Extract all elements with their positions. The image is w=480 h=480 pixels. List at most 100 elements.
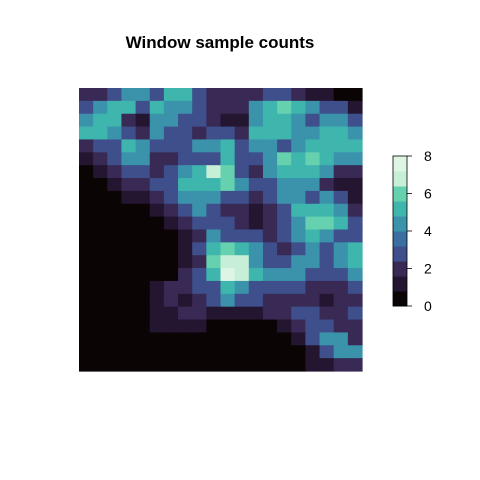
heatmap-cell bbox=[178, 255, 193, 269]
heatmap-cell bbox=[206, 152, 222, 166]
heatmap-cell bbox=[333, 306, 349, 321]
heatmap-cell bbox=[121, 139, 137, 153]
heatmap-cell bbox=[178, 203, 193, 218]
colorbar-swatch bbox=[393, 231, 407, 247]
heatmap-cell bbox=[347, 190, 363, 205]
heatmap-cell bbox=[192, 345, 207, 359]
heatmap-cell bbox=[79, 178, 94, 192]
heatmap-cell bbox=[248, 306, 264, 321]
heatmap-cell bbox=[333, 126, 349, 141]
heatmap-cell bbox=[178, 332, 193, 346]
heatmap-cell bbox=[178, 152, 193, 166]
heatmap-cell bbox=[277, 345, 292, 359]
heatmap-cell bbox=[248, 139, 264, 153]
heatmap-cell bbox=[319, 229, 335, 243]
heatmap-cell bbox=[107, 165, 123, 179]
heatmap-cell bbox=[305, 216, 321, 231]
heatmap-cell bbox=[79, 152, 94, 166]
heatmap-cell bbox=[262, 190, 278, 205]
heatmap-cell bbox=[220, 100, 236, 115]
heatmap-cell bbox=[319, 139, 335, 153]
heatmap-cell bbox=[107, 216, 123, 231]
heatmap-cell bbox=[206, 332, 222, 346]
heatmap-cell bbox=[206, 190, 222, 205]
heatmap-cell bbox=[79, 216, 94, 231]
heatmap-cell bbox=[192, 242, 207, 256]
heatmap-cell bbox=[291, 306, 306, 321]
heatmap-cell bbox=[192, 190, 207, 205]
heatmap-cell bbox=[248, 178, 264, 192]
heatmap-cell bbox=[291, 332, 306, 346]
heatmap-cell bbox=[149, 190, 165, 205]
heatmap-cell bbox=[163, 126, 179, 141]
heatmap-cell bbox=[248, 100, 264, 115]
heatmap-cell bbox=[319, 190, 335, 205]
heatmap-cell bbox=[262, 293, 278, 308]
heatmap-cell bbox=[107, 255, 123, 269]
colorbar-swatch bbox=[393, 216, 407, 232]
heatmap-cell bbox=[319, 345, 335, 359]
heatmap-cell bbox=[206, 88, 222, 102]
heatmap-cell bbox=[347, 178, 363, 192]
heatmap-cell bbox=[135, 319, 151, 334]
heatmap-cell bbox=[220, 332, 236, 346]
heatmap-cell bbox=[178, 190, 193, 205]
heatmap-cell bbox=[135, 165, 151, 179]
heatmap-cell bbox=[291, 113, 306, 128]
heatmap-cell bbox=[262, 178, 278, 192]
heatmap-cell bbox=[149, 165, 165, 179]
heatmap-cell bbox=[248, 242, 264, 256]
heatmap-cell bbox=[121, 88, 137, 102]
colorbar-swatch bbox=[393, 171, 407, 187]
heatmap-cell bbox=[319, 306, 335, 321]
heatmap-cell bbox=[79, 126, 94, 141]
heatmap-cell bbox=[305, 190, 321, 205]
heatmap-cell bbox=[135, 306, 151, 321]
heatmap-cell bbox=[305, 126, 321, 141]
heatmap-cell bbox=[135, 203, 151, 218]
heatmap-cell bbox=[319, 280, 335, 295]
heatmap-cell bbox=[347, 165, 363, 179]
heatmap-cell bbox=[93, 229, 108, 243]
colorbar-swatch bbox=[393, 201, 407, 217]
colorbar-tick-label: 2 bbox=[424, 261, 432, 277]
heatmap-cell bbox=[248, 255, 264, 269]
heatmap-cell bbox=[121, 332, 137, 346]
heatmap-cell bbox=[347, 358, 363, 372]
heatmap-cell bbox=[277, 358, 292, 372]
heatmap-grid bbox=[79, 88, 363, 372]
heatmap-cell bbox=[163, 190, 179, 205]
heatmap-cell bbox=[206, 280, 222, 295]
heatmap-cell bbox=[277, 139, 292, 153]
heatmap-cell bbox=[262, 242, 278, 256]
heatmap-cell bbox=[319, 268, 335, 282]
heatmap-cell bbox=[93, 152, 108, 166]
heatmap-cell bbox=[291, 358, 306, 372]
heatmap-cell bbox=[107, 345, 123, 359]
heatmap-cell bbox=[163, 358, 179, 372]
heatmap-cell bbox=[178, 100, 193, 115]
heatmap-cell bbox=[333, 203, 349, 218]
heatmap-cell bbox=[135, 358, 151, 372]
heatmap-cell bbox=[163, 100, 179, 115]
heatmap-cell bbox=[305, 293, 321, 308]
heatmap-cell bbox=[234, 268, 250, 282]
heatmap-cell bbox=[248, 126, 264, 141]
heatmap-cell bbox=[262, 165, 278, 179]
heatmap-cell bbox=[206, 255, 222, 269]
heatmap-cell bbox=[192, 100, 207, 115]
heatmap-cell bbox=[79, 345, 94, 359]
heatmap-cell bbox=[248, 358, 264, 372]
heatmap-cell bbox=[262, 268, 278, 282]
heatmap-cell bbox=[192, 152, 207, 166]
heatmap-cell bbox=[135, 229, 151, 243]
heatmap-cell bbox=[220, 319, 236, 334]
heatmap-cell bbox=[178, 242, 193, 256]
heatmap-cell bbox=[248, 88, 264, 102]
heatmap-cell bbox=[192, 255, 207, 269]
heatmap-cell bbox=[291, 152, 306, 166]
heatmap-cell bbox=[234, 178, 250, 192]
heatmap-cell bbox=[234, 255, 250, 269]
heatmap-cell bbox=[107, 306, 123, 321]
heatmap-cell bbox=[192, 88, 207, 102]
